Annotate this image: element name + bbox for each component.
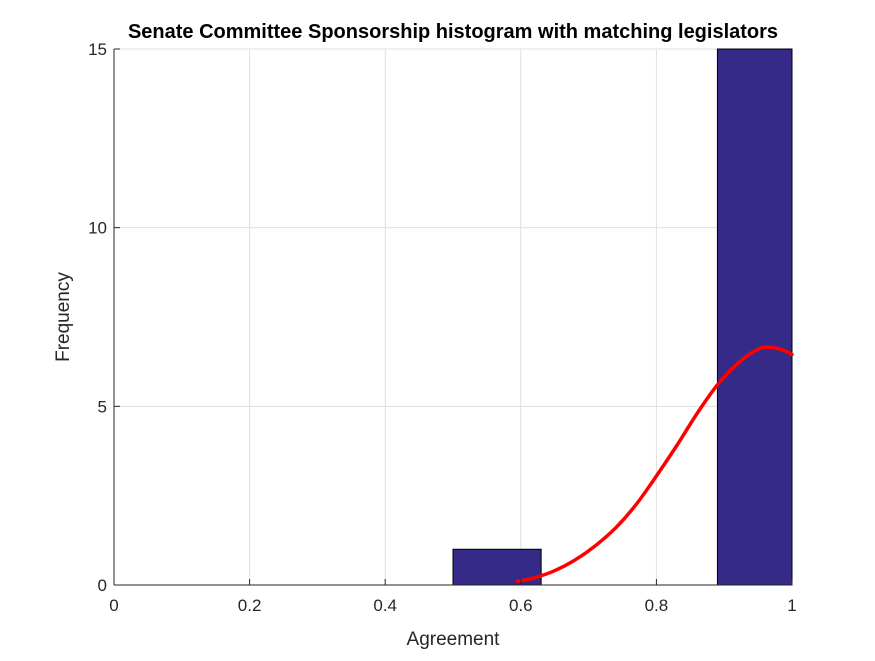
- fit-curve-line: [515, 345, 794, 584]
- fit-curve-layer: [515, 345, 794, 584]
- y-tick-label: 0: [98, 576, 107, 595]
- plot-area: [114, 49, 792, 585]
- x-tick-label: 0.6: [509, 596, 533, 615]
- y-tick-label: 15: [88, 40, 107, 59]
- x-tick-label: 0.8: [645, 596, 669, 615]
- x-axis-label: Agreement: [407, 629, 501, 650]
- y-axis-label: Frequency: [53, 272, 74, 362]
- y-tick-label: 5: [98, 397, 107, 416]
- x-tick-label: 0.2: [238, 596, 262, 615]
- x-tick-label: 0: [109, 596, 118, 615]
- axes: [113, 48, 793, 586]
- y-tick-label: 10: [88, 219, 107, 238]
- chart-title: Senate Committee Sponsorship histogram w…: [128, 21, 778, 43]
- histogram-bar: [716, 48, 793, 586]
- x-tick-label: 1: [787, 596, 796, 615]
- histogram-bars: [452, 48, 793, 586]
- x-tick-label: 0.4: [373, 596, 397, 615]
